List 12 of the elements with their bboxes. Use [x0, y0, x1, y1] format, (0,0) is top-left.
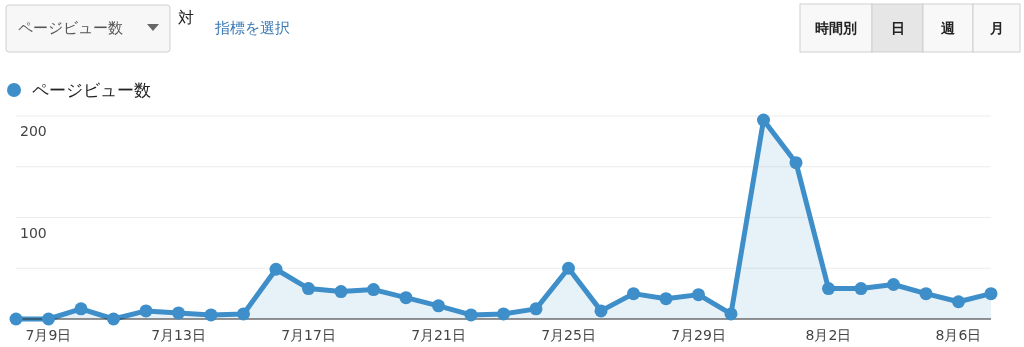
- x-tick-label: 7月13日: [151, 327, 206, 343]
- x-tick-label: 8月2日: [805, 327, 852, 343]
- x-tick-label: 7月25日: [541, 327, 596, 343]
- y-tick-label: 200: [20, 123, 47, 139]
- controls: ページビュー数 対 指標を選択 時間別 日 週 月: [5, 3, 1021, 53]
- legend-label: ページビュー数: [32, 80, 151, 100]
- x-tick-label: 7月17日: [281, 327, 336, 343]
- y-tick-label: 100: [20, 224, 47, 241]
- x-tick-label: 7月29日: [671, 327, 726, 343]
- x-tick-label: 7月9日: [25, 327, 72, 343]
- x-tick-label: 7月21日: [411, 327, 466, 343]
- x-tick-label: 8月6日: [935, 327, 982, 343]
